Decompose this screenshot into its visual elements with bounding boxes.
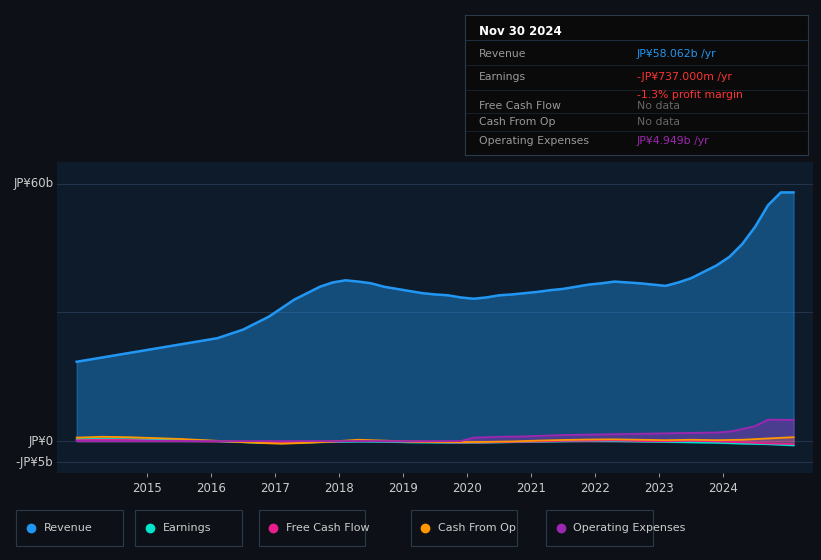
Text: Operating Expenses: Operating Expenses	[573, 523, 686, 533]
Text: JP¥58.062b /yr: JP¥58.062b /yr	[636, 49, 716, 59]
Text: Earnings: Earnings	[163, 523, 211, 533]
FancyBboxPatch shape	[259, 510, 365, 546]
Text: Revenue: Revenue	[479, 49, 526, 59]
Text: Free Cash Flow: Free Cash Flow	[286, 523, 369, 533]
FancyBboxPatch shape	[546, 510, 653, 546]
FancyBboxPatch shape	[16, 510, 123, 546]
Text: Operating Expenses: Operating Expenses	[479, 136, 589, 146]
Text: JP¥0: JP¥0	[28, 435, 53, 447]
Text: Revenue: Revenue	[44, 523, 92, 533]
Text: JP¥60b: JP¥60b	[13, 178, 53, 190]
Text: Cash From Op: Cash From Op	[438, 523, 516, 533]
Text: JP¥4.949b /yr: JP¥4.949b /yr	[636, 136, 709, 146]
Text: -JP¥737.000m /yr: -JP¥737.000m /yr	[636, 72, 732, 82]
Text: Nov 30 2024: Nov 30 2024	[479, 25, 562, 38]
Text: Free Cash Flow: Free Cash Flow	[479, 101, 561, 111]
Text: No data: No data	[636, 117, 680, 127]
FancyBboxPatch shape	[410, 510, 517, 546]
Text: -1.3% profit margin: -1.3% profit margin	[636, 91, 742, 100]
Text: No data: No data	[636, 101, 680, 111]
Text: Earnings: Earnings	[479, 72, 525, 82]
FancyBboxPatch shape	[135, 510, 242, 546]
Text: -JP¥5b: -JP¥5b	[16, 456, 53, 469]
Text: Cash From Op: Cash From Op	[479, 117, 555, 127]
